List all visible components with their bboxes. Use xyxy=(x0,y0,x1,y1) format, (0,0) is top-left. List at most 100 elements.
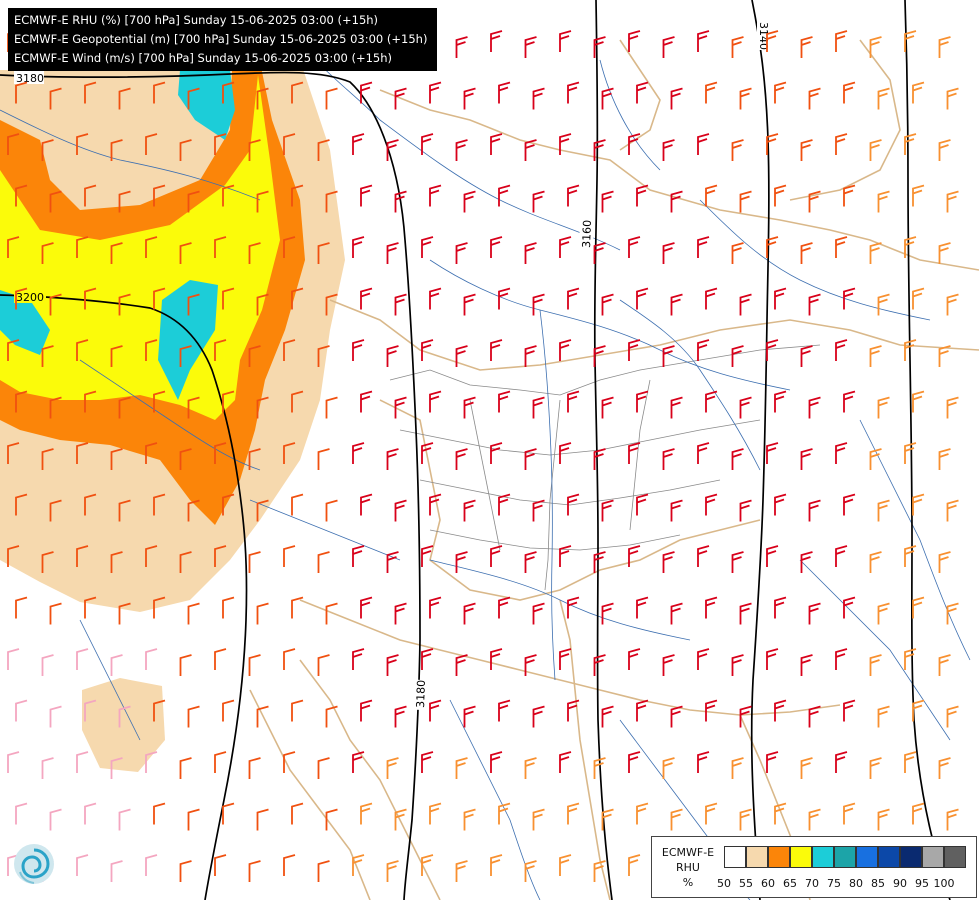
wind-barb xyxy=(41,139,54,161)
wind-barb xyxy=(76,442,89,464)
wind-barb xyxy=(118,396,131,419)
wind-barb xyxy=(317,551,330,573)
wind-barb xyxy=(15,802,28,825)
wind-barb xyxy=(532,396,545,419)
rhu-55-island xyxy=(82,678,165,772)
wind-barb xyxy=(490,30,503,52)
wind-barb xyxy=(145,648,158,670)
wind-barb xyxy=(559,751,572,773)
wind-barb xyxy=(774,184,787,207)
wind-barb xyxy=(912,699,925,722)
wind-barb xyxy=(386,448,399,470)
wind-barb xyxy=(559,133,572,155)
wind-barb xyxy=(256,499,269,522)
wind-barb xyxy=(731,242,744,264)
wind-barb xyxy=(248,860,261,882)
wind-barb xyxy=(41,551,54,573)
wind-barb xyxy=(869,551,882,573)
legend-value-label: 85 xyxy=(871,877,885,890)
wind-barb xyxy=(76,545,89,567)
wind-barb xyxy=(283,236,296,258)
wind-barb xyxy=(670,808,683,831)
wind-barb xyxy=(904,751,917,773)
wind-barb xyxy=(532,293,545,316)
rhu-70-region-west xyxy=(0,290,50,355)
wind-barb xyxy=(429,184,442,207)
wind-barb xyxy=(291,493,304,516)
wind-barb xyxy=(386,551,399,573)
wind-barb xyxy=(214,648,227,670)
wind-barb xyxy=(800,654,813,676)
wind-barb xyxy=(291,81,304,104)
wind-barb xyxy=(869,757,882,779)
wind-barb xyxy=(283,339,296,361)
wind-barb xyxy=(800,242,813,264)
wind-barb xyxy=(76,751,89,773)
wind-barb xyxy=(731,757,744,779)
title-wind: ECMWF-E Wind (m/s) [700 hPa] Sunday 15-0… xyxy=(14,51,393,65)
wind-barb xyxy=(41,654,54,676)
wind-barb xyxy=(636,390,649,413)
wind-barb xyxy=(498,596,511,619)
legend-value-label: 80 xyxy=(849,877,863,890)
wind-barb xyxy=(739,190,752,213)
wind-barb xyxy=(912,287,925,310)
wind-barb xyxy=(808,602,821,625)
wind-barb xyxy=(455,551,468,573)
wind-barb xyxy=(145,339,158,361)
wind-barb xyxy=(705,699,718,722)
wind-barb xyxy=(317,139,330,161)
wind-barb xyxy=(498,287,511,310)
wind-barb xyxy=(463,705,476,728)
wind-barb xyxy=(912,802,925,825)
wind-barb xyxy=(352,442,365,464)
wind-barb xyxy=(15,81,28,104)
wind-barb xyxy=(248,448,261,470)
wind-barb xyxy=(593,139,606,161)
wind-barb xyxy=(110,448,123,470)
wind-barb xyxy=(636,802,649,825)
wind-barb xyxy=(705,596,718,619)
wind-barb xyxy=(421,133,434,155)
wind-barb xyxy=(7,339,20,361)
wind-barb xyxy=(739,293,752,316)
wind-barb xyxy=(118,293,131,316)
legend-title: ECMWF-E RHU % xyxy=(656,845,720,890)
wind-barb xyxy=(421,854,434,876)
wind-barb xyxy=(15,184,28,207)
wind-barb xyxy=(360,287,373,310)
wind-barb xyxy=(946,602,959,625)
wind-barb xyxy=(559,854,572,876)
wind-barb xyxy=(352,133,365,155)
wind-barb xyxy=(179,860,192,882)
wind-barb xyxy=(490,236,503,258)
contour-3160 xyxy=(593,0,613,900)
wind-barb xyxy=(455,860,468,882)
wind-barb xyxy=(601,602,614,625)
wind-barb xyxy=(946,293,959,316)
wind-barb xyxy=(904,339,917,361)
wind-barb xyxy=(394,396,407,419)
wind-barb xyxy=(429,802,442,825)
wind-barb xyxy=(662,551,675,573)
wind-barb xyxy=(739,396,752,419)
wind-barb xyxy=(187,705,200,728)
wind-barb xyxy=(187,602,200,625)
wind-barb xyxy=(524,242,537,264)
wind-barb xyxy=(938,757,951,779)
wind-barb xyxy=(490,648,503,670)
wind-barb xyxy=(869,654,882,676)
wind-barb xyxy=(214,339,227,361)
wind-barb xyxy=(670,499,683,522)
wind-barb xyxy=(352,854,365,876)
contour-labels: 3180 3140 3160 3200 3180 xyxy=(14,20,771,711)
wind-barb xyxy=(800,757,813,779)
wind-barb xyxy=(766,545,779,567)
wind-barb xyxy=(904,648,917,670)
wind-barb xyxy=(76,339,89,361)
contour-label-3160: 3160 xyxy=(580,220,594,248)
wind-barb xyxy=(559,30,572,52)
wind-barb xyxy=(84,493,97,516)
wind-barb xyxy=(662,654,675,676)
